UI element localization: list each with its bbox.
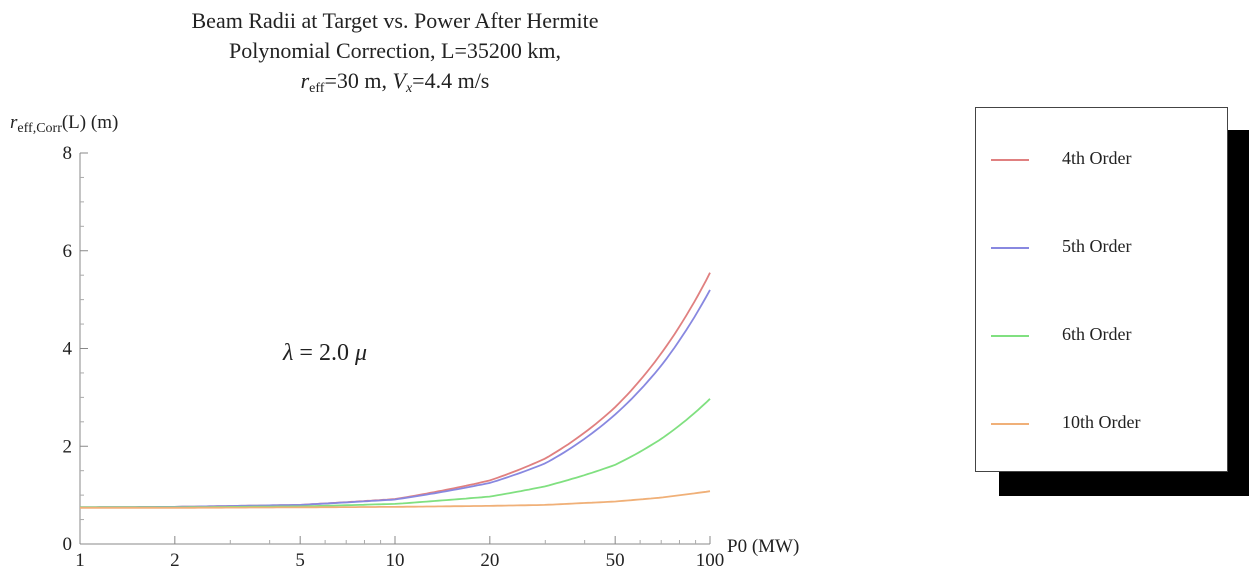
y-axis-label-rest: (L) (m)	[61, 112, 119, 133]
y-tick-label-0: 0	[63, 534, 73, 555]
x-axis-label: P0 (MW)	[727, 536, 800, 557]
legend-item-10th-order: 10th Order	[976, 409, 1227, 439]
legend-swatch-4th-order	[991, 159, 1029, 161]
title-v-value: =4.4 m/s	[412, 68, 490, 93]
legend-item-4th-order: 4th Order	[976, 145, 1227, 175]
lambda-symbol: λ	[283, 340, 294, 366]
series-line-10th-order	[80, 490, 711, 509]
y-tick-label-2: 2	[63, 436, 73, 457]
mu-symbol: μ	[354, 340, 367, 366]
y-tick-label-4: 4	[63, 339, 73, 360]
chart-title-line-3: reff=30 m, Vx=4.4 m/s	[80, 66, 710, 104]
legend-swatch-5th-order	[991, 247, 1029, 249]
x-tick-label-50: 50	[606, 550, 625, 571]
wavelength-annotation: λ = 2.0 μ	[283, 340, 367, 367]
legend-item-6th-order: 6th Order	[976, 321, 1227, 351]
x-tick-label-2: 2	[170, 550, 180, 571]
x-tick-label-100: 100	[696, 550, 725, 571]
legend: 4th Order 5th Order 6th Order 10th Order	[975, 107, 1228, 472]
annotation-equals: = 2.0	[293, 340, 355, 366]
x-tick-label-20: 20	[480, 550, 499, 571]
legend-label-5th-order: 5th Order	[1062, 236, 1132, 256]
title-v-subscript: x	[405, 81, 413, 96]
x-tick-label-10: 10	[386, 550, 405, 571]
title-r-value: =30 m,	[324, 68, 393, 93]
y-axis-label-symbol: r	[10, 112, 18, 133]
curves	[80, 272, 711, 509]
legend-swatch-10th-order	[991, 423, 1029, 425]
series-line-5th-order	[80, 289, 711, 509]
x-tick-label-5: 5	[295, 550, 305, 571]
x-tick-label-1: 1	[75, 550, 85, 571]
title-r-subscript: eff	[309, 81, 325, 96]
axes: 1 2 5 10 20 50 100 0 2 4 6 8	[63, 143, 725, 571]
y-tick-label-6: 6	[63, 241, 73, 262]
title-v-symbol: V	[392, 68, 406, 93]
legend-item-5th-order: 5th Order	[976, 233, 1227, 263]
y-axis-label-subscript: eff,Corr	[17, 121, 62, 136]
chart-title-line-2: Polynomial Correction, L=35200 km,	[229, 38, 561, 63]
y-tick-label-8: 8	[63, 143, 73, 164]
series-line-4th-order	[80, 272, 711, 509]
title-r-symbol: r	[300, 68, 310, 93]
legend-label-4th-order: 4th Order	[1062, 148, 1132, 168]
legend-label-6th-order: 6th Order	[1062, 324, 1132, 344]
y-axis-label: reff,Corr(L) (m)	[10, 112, 118, 137]
legend-label-10th-order: 10th Order	[1062, 412, 1141, 432]
legend-swatch-6th-order	[991, 335, 1029, 337]
chart-title: Beam Radii at Target vs. Power After Her…	[80, 6, 710, 104]
chart-title-line-1: Beam Radii at Target vs. Power After Her…	[191, 8, 599, 33]
